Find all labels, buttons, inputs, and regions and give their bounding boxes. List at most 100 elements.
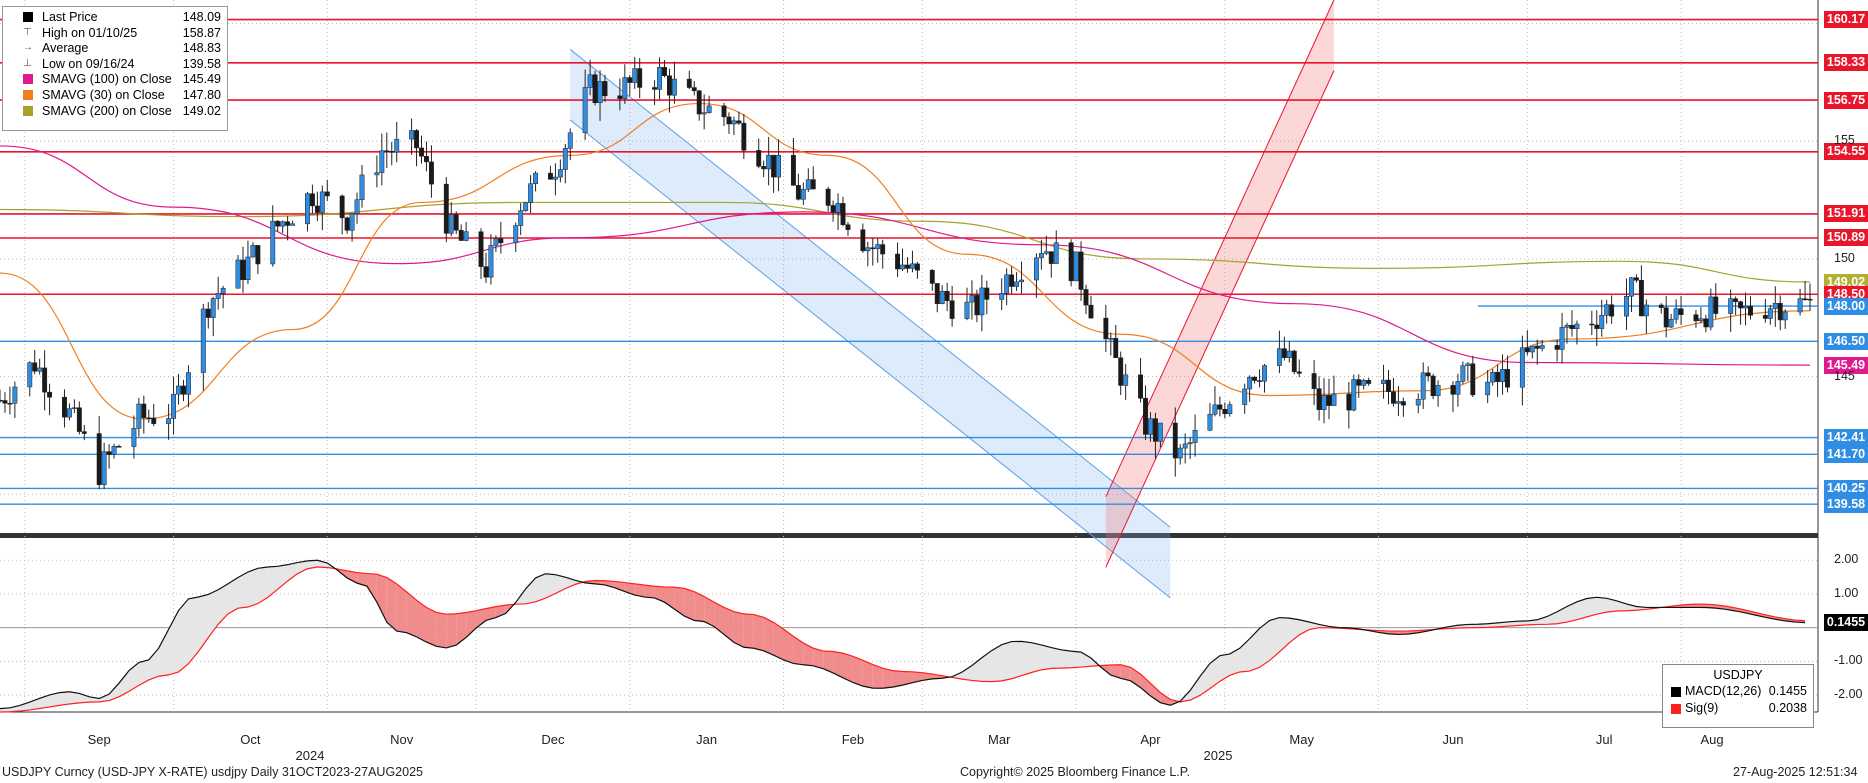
candle-down: [1569, 325, 1575, 329]
macd-fill-above: [1021, 641, 1032, 676]
candle-down: [1802, 298, 1808, 300]
candle-down: [771, 154, 777, 178]
macd-legend: USDJPY MACD(12,26) 0.1455 Sig(9) 0.2038: [1662, 664, 1814, 728]
candle-up: [1435, 385, 1441, 397]
candle-down: [617, 95, 623, 99]
candle-up: [1148, 418, 1153, 435]
legend-name: Last Price: [42, 10, 98, 24]
macd-fill-above: [962, 665, 972, 681]
candle-up: [1767, 308, 1773, 319]
candle-down: [1048, 251, 1054, 264]
candle-up: [493, 238, 499, 246]
candle-down: [1589, 323, 1595, 326]
sma-30-line: [0, 102, 1811, 420]
candle-down: [1113, 338, 1119, 358]
legend-value: 139.58: [182, 56, 221, 71]
candle-up: [1043, 251, 1049, 254]
macd-fill-above: [545, 573, 556, 599]
candle-up: [1624, 296, 1629, 317]
signal-legend-value: 0.2038: [1768, 701, 1807, 715]
candle-up: [1698, 318, 1704, 322]
candle-down: [1366, 380, 1372, 384]
candle-down: [1118, 357, 1124, 386]
candle-up: [200, 308, 206, 373]
macd-fill-below: [376, 574, 387, 623]
candle-up: [1529, 345, 1535, 353]
candle-up: [1559, 327, 1565, 350]
ascending-channel-lower: [1105, 70, 1335, 568]
candle-up: [552, 176, 558, 180]
candle-up: [1212, 404, 1218, 415]
candle-up: [245, 256, 251, 280]
macd-fill-above: [9, 705, 20, 712]
candle-down: [756, 150, 762, 167]
candle-down: [1693, 314, 1699, 322]
candle-up: [1381, 379, 1386, 384]
candle-down: [627, 77, 633, 83]
candle-up: [587, 74, 593, 88]
candle-up: [875, 244, 881, 250]
macd-fill-below: [1140, 674, 1151, 696]
candle-down: [1252, 376, 1258, 381]
macd-axis-tick: 2.00: [1834, 552, 1859, 567]
macd-fill-above: [1259, 620, 1270, 668]
macd-fill-above: [1517, 620, 1528, 626]
candle-down: [81, 431, 87, 434]
macd-fill-below: [684, 588, 695, 621]
macd-fill-below: [1120, 664, 1131, 681]
candle-up: [567, 132, 573, 149]
candle-up: [220, 287, 226, 294]
legend-row: → Average 148.83: [7, 40, 223, 56]
macd-fill-above: [1547, 611, 1558, 625]
legend-value: 158.87: [182, 25, 221, 40]
panel-separator: [0, 533, 1818, 538]
macd-panel: [0, 540, 1818, 712]
price-tag: 148.00: [1824, 297, 1868, 315]
macd-fill-below: [862, 660, 873, 689]
candle-up: [1395, 401, 1401, 404]
macd-fill-below: [366, 573, 377, 603]
candle-down: [1296, 371, 1302, 374]
candle-up: [805, 179, 811, 190]
candle-down: [637, 68, 643, 88]
candle-down: [1172, 422, 1178, 459]
candle-up: [394, 138, 400, 153]
candle-up: [1108, 338, 1114, 340]
candle-down: [106, 451, 112, 455]
candle-down: [984, 287, 990, 300]
candle-up: [1500, 369, 1505, 382]
candle-down: [974, 295, 980, 316]
candle-up: [528, 183, 534, 203]
candle-down: [1009, 274, 1015, 287]
macd-fill-above: [1507, 621, 1518, 627]
price-tag: 156.75: [1824, 91, 1868, 109]
candle-up: [1038, 253, 1044, 259]
descending-channel-upper: [569, 49, 1171, 528]
candle-down: [1663, 307, 1669, 328]
candle-up: [354, 199, 360, 214]
legend-value: 147.80: [182, 87, 221, 102]
macd-fill-above: [128, 662, 139, 692]
candle-down: [205, 308, 211, 318]
macd-fill-below: [783, 629, 794, 664]
macd-fill-above: [1596, 597, 1607, 615]
candle-down: [905, 264, 910, 269]
macd-fill-below: [763, 617, 774, 656]
macd-fill-below: [803, 643, 814, 666]
month-label: Sep: [87, 732, 111, 747]
macd-fill-below: [654, 586, 665, 603]
candle-up: [1599, 314, 1605, 329]
candle-up: [319, 191, 325, 213]
macd-fill-below: [396, 583, 407, 633]
candle-down: [1534, 345, 1540, 349]
candle-down: [443, 183, 449, 234]
macd-fill-below: [466, 610, 477, 638]
candle-down: [1425, 372, 1431, 377]
candle-up: [1351, 379, 1357, 411]
month-label: Jul: [1595, 732, 1613, 747]
candle-up: [513, 225, 519, 244]
candle-down: [1078, 251, 1084, 290]
candle-up: [1772, 302, 1778, 309]
candle-up: [865, 247, 871, 252]
macd-legend-title: USDJPY: [1713, 668, 1763, 682]
